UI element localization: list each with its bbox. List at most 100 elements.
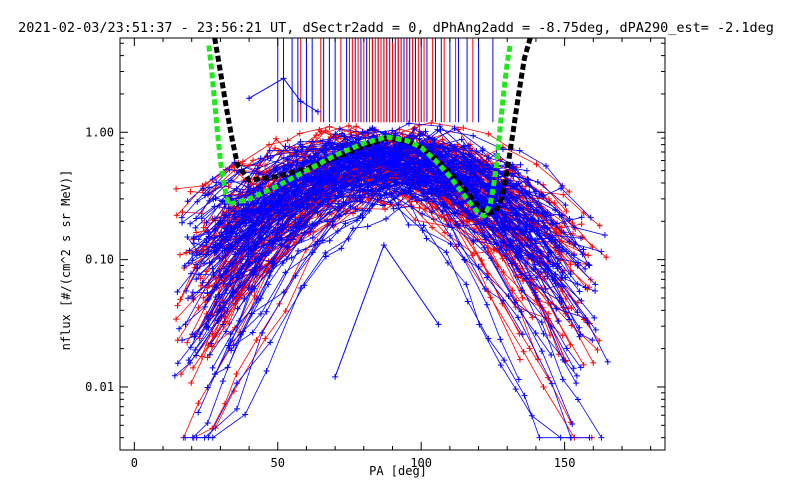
axes: 0 50 100 150 0.01 0.10 1.00	[85, 38, 665, 470]
blue-point-74-5	[342, 220, 349, 227]
blue-point-107-12	[502, 218, 509, 225]
blue-point-16-1	[257, 295, 264, 302]
blue-point-105-8	[334, 143, 341, 150]
blue-point-31-10	[454, 222, 461, 229]
blue-point-89-15	[533, 188, 540, 195]
blue-point-89-11	[460, 142, 467, 149]
blue-point-91-6	[312, 221, 319, 228]
outlier-point-1-0	[332, 373, 339, 380]
red-point-31-3	[282, 308, 289, 315]
blue-point-56-3	[281, 202, 288, 209]
blue-point-93-4	[288, 162, 295, 169]
blue-point-109-3	[253, 256, 260, 263]
blue-point-92-2	[255, 170, 262, 177]
blue-point-84-10	[408, 203, 415, 210]
blue-point-107-9	[441, 187, 448, 194]
blue-point-84-16	[521, 392, 528, 399]
blue-point-2-12	[515, 314, 522, 321]
red-point-79-1	[209, 330, 216, 337]
blue-point-30-9	[428, 209, 435, 216]
blue-point-87-1	[241, 243, 248, 250]
blue-point-80-10	[429, 140, 436, 147]
blue-point-101-0	[193, 215, 200, 222]
blue-point-96-3	[247, 186, 254, 193]
blue-point-103-15	[523, 229, 530, 236]
y-tick-label-0: 0.01	[85, 380, 114, 394]
red-point-28-12	[460, 124, 467, 131]
blue-point-74-3	[295, 247, 302, 254]
blue-point-93-0	[195, 236, 202, 243]
blue-point-99-14	[515, 376, 522, 383]
blue-point-45-15	[548, 352, 555, 359]
blue-point-99-12	[483, 301, 490, 308]
blue-point-75-15	[523, 223, 530, 230]
red-point-67-14	[540, 384, 547, 391]
blue-point-91-13	[486, 224, 493, 231]
blue-point-81-2	[242, 411, 249, 418]
y-tick-label-1: 0.10	[85, 253, 114, 267]
blue-point-97-9	[423, 157, 430, 164]
red-point-70-21	[603, 254, 610, 261]
blue-point-95-1	[217, 272, 224, 279]
blue-point-96-2	[225, 205, 232, 212]
blue-point-67-16	[556, 263, 563, 270]
blue-point-104-11	[407, 148, 414, 155]
red-point-70-0	[179, 209, 186, 216]
blue-point-72-0	[179, 219, 186, 226]
blue-point-76-17	[554, 220, 561, 227]
blue-point-78-4	[310, 145, 317, 152]
blue-trace-100	[221, 132, 530, 257]
blue-point-108-17	[511, 184, 518, 191]
red-point-42-18	[594, 346, 601, 353]
blue-point-102-6	[369, 180, 376, 186]
blue-point-102-2	[275, 216, 282, 223]
blue-point-29-18	[598, 248, 605, 255]
red-point-68-14	[509, 287, 516, 294]
blue-point-102-3	[304, 204, 311, 211]
green-model-curve	[206, 45, 513, 219]
blue-point-46-1	[233, 405, 240, 412]
blue-point-52-15	[570, 224, 577, 231]
red-point-45-0	[193, 229, 200, 236]
blue-point-107-8	[407, 185, 414, 192]
red-point-16-13	[533, 161, 540, 168]
blue-point-86-15	[556, 294, 563, 301]
blue-point-101-8	[389, 127, 396, 134]
blue-point-90-15	[550, 263, 557, 270]
blue-point-67-12	[451, 199, 458, 206]
blue-point-67-15	[531, 247, 538, 254]
blue-point-42-0	[181, 262, 188, 269]
blue-point-91-15	[531, 289, 538, 296]
x-tick-label-0: 0	[131, 456, 138, 470]
blue-point-90-3	[280, 289, 287, 296]
blue-point-45-12	[475, 263, 482, 270]
blue-point-108-11	[389, 151, 396, 158]
blue-point-84-11	[423, 235, 430, 242]
blue-point-108-9	[347, 154, 354, 161]
blue-point-91-7	[341, 184, 348, 191]
blue-point-46-2	[259, 329, 266, 336]
x-tick-label-3: 150	[554, 456, 576, 470]
blue-point-103-0	[186, 247, 193, 254]
blue-point-2-13	[548, 380, 555, 387]
blue-point-8-17	[562, 202, 569, 209]
blue-point-99-13	[497, 336, 504, 343]
blue-point-109-8	[362, 188, 369, 195]
blue-point-109-18	[571, 252, 578, 259]
red-point-27-4	[253, 337, 260, 344]
blue-point-66-0	[232, 208, 239, 215]
blue-point-105-4	[257, 155, 264, 162]
blue-point-94-7	[412, 163, 419, 170]
blue-point-65-15	[533, 274, 540, 281]
blue-point-58-13	[519, 331, 526, 338]
blue-point-106-5	[314, 167, 321, 174]
red-point-40-6	[382, 206, 389, 213]
blue-point-94-13	[542, 286, 549, 293]
blue-point-95-3	[270, 204, 277, 211]
red-point-5-8	[347, 129, 354, 136]
blue-point-105-9	[366, 126, 373, 133]
blue-point-81-9	[422, 181, 429, 188]
red-point-67-13	[520, 348, 527, 355]
blue-point-95-6	[331, 179, 338, 186]
blue-point-74-1	[249, 329, 256, 336]
